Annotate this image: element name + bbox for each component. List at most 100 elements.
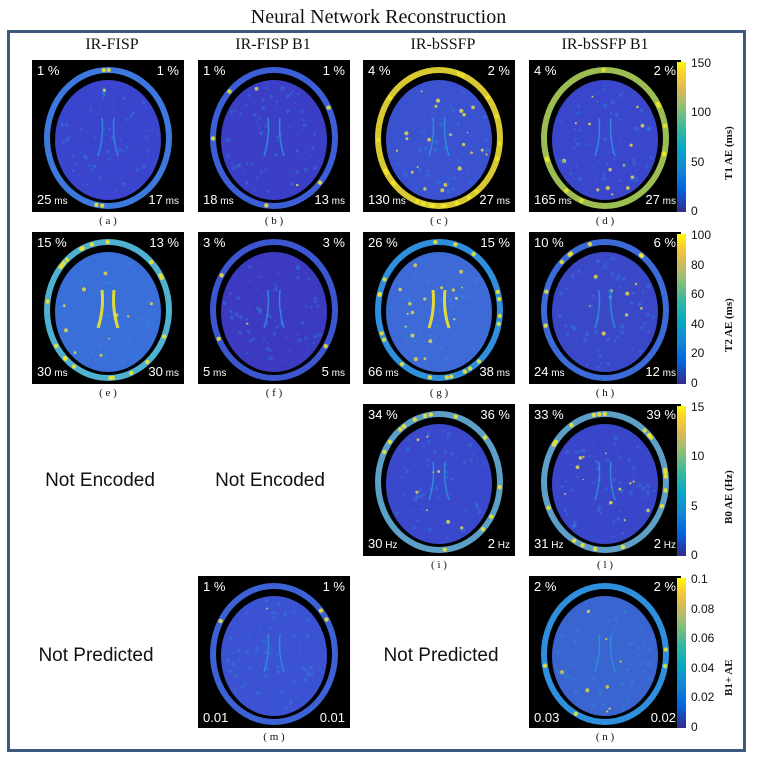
- brain-panel-e: 15 % 13 % 30 ms 30 ms: [32, 232, 184, 384]
- error-percent-left: 1 %: [37, 64, 59, 77]
- error-percent-right-value: 39 %: [646, 407, 676, 422]
- panel-caption-g: ( g ): [429, 387, 449, 399]
- brain-map-image: [541, 583, 669, 725]
- not-predicted-ir-bssfp: Not Predicted: [383, 645, 499, 666]
- error-percent-left: 4 %: [534, 64, 556, 77]
- error-value-left-value: 30: [368, 536, 383, 551]
- error-percent-left: 2 %: [534, 580, 556, 593]
- error-value-left-value: 30: [37, 364, 52, 379]
- brain-panel-h: 10 % 6 % 24 ms 12 ms: [529, 232, 681, 384]
- error-value-left: 5 ms: [203, 365, 226, 380]
- brain-panel-f: 3 % 3 % 5 ms 5 ms: [198, 232, 350, 384]
- error-value-right-unit: ms: [162, 196, 179, 207]
- figure-frame: [7, 30, 746, 752]
- error-percent-right: 1 %: [157, 64, 179, 77]
- error-value-left: 18 ms: [203, 193, 234, 208]
- error-value-left: 0.03: [534, 711, 559, 724]
- error-percent-left: 10 %: [534, 236, 564, 249]
- colorbar-label-t2: T2 AE (ms): [723, 298, 735, 352]
- error-percent-right-value: 6 %: [653, 235, 676, 250]
- panel-caption-m: ( m ): [263, 731, 285, 743]
- error-value-left-value: 66: [368, 364, 383, 379]
- panel-caption-l: ( l ): [597, 559, 613, 571]
- error-value-left: 165 ms: [534, 193, 572, 208]
- colorbar-tick: 0.06: [691, 631, 715, 646]
- error-value-right: 38 ms: [479, 365, 510, 380]
- panel-caption-i: ( i ): [431, 559, 447, 571]
- column-header-ir-bssfp-b1: IR-bSSFP B1: [561, 36, 649, 53]
- error-percent-right-value: 3 %: [322, 235, 345, 250]
- error-value-left-unit: Hz: [382, 540, 398, 551]
- error-value-right: 2 Hz: [654, 537, 676, 552]
- colorbar-label-t1: T1 AE (ms): [723, 126, 735, 180]
- error-value-right-unit: ms: [328, 368, 345, 379]
- panel-caption-e: ( e ): [99, 387, 117, 399]
- colorbar-tick: 0.04: [691, 660, 715, 675]
- error-value-right-unit: Hz: [661, 540, 676, 551]
- colorbar-tick: 100: [691, 105, 712, 120]
- error-percent-left: 34 %: [368, 408, 398, 421]
- brain-panel-l: 33 % 39 % 31 Hz 2 Hz: [529, 404, 681, 556]
- error-percent-right-value: 1 %: [156, 63, 179, 78]
- error-value-left-value: 165: [534, 192, 556, 207]
- error-percent-right-value: 2 %: [487, 63, 510, 78]
- error-value-right-value: 2: [487, 536, 495, 551]
- colorbar-tick: 0.02: [691, 690, 715, 705]
- panel-caption-f: ( f ): [265, 387, 283, 399]
- brain-panel-g: 26 % 15 % 66 ms 38 ms: [363, 232, 515, 384]
- error-value-left-unit: ms: [210, 368, 227, 379]
- error-percent-left-value: 4 %: [368, 63, 391, 78]
- colorbar-tick: 0: [691, 376, 698, 390]
- error-value-left-value: 25: [37, 192, 52, 207]
- error-value-right-unit: Hz: [495, 540, 510, 551]
- colorbar-label-b1: B1+ AE: [723, 659, 735, 696]
- error-percent-left: 33 %: [534, 408, 564, 421]
- error-value-left-unit: ms: [548, 368, 565, 379]
- error-value-left-value: 0.01: [203, 710, 229, 725]
- error-percent-left-value: 26 %: [368, 235, 398, 250]
- error-percent-left-value: 34 %: [368, 407, 398, 422]
- error-percent-left: 1 %: [203, 64, 225, 77]
- error-percent-left-value: 10 %: [534, 235, 564, 250]
- error-percent-right: 2 %: [488, 64, 510, 77]
- error-percent-left-value: 33 %: [534, 407, 564, 422]
- error-percent-left-value: 1 %: [203, 579, 226, 594]
- error-value-right-value: 27: [645, 192, 660, 207]
- not-encoded-ir-fisp-b1: Not Encoded: [215, 470, 325, 491]
- error-percent-right: 1 %: [323, 64, 345, 77]
- error-value-left: 24 ms: [534, 365, 565, 380]
- error-value-left-value: 31: [534, 536, 549, 551]
- colorbar-tick: 40: [691, 316, 705, 331]
- error-value-left-unit: ms: [51, 368, 68, 379]
- error-value-left-value: 5: [203, 364, 211, 379]
- brain-panel-m: 1 % 1 % 0.01 0.01: [198, 576, 350, 728]
- error-percent-right-value: 2 %: [653, 63, 676, 78]
- error-value-right: 13 ms: [314, 193, 345, 208]
- error-value-right: 12 ms: [645, 365, 676, 380]
- error-value-right-value: 12: [645, 364, 660, 379]
- error-value-right: 27 ms: [479, 193, 510, 208]
- panel-caption-d: ( d ): [595, 215, 615, 227]
- brain-map-image: [210, 583, 338, 725]
- brain-map-image: [44, 239, 172, 381]
- colorbar-tick: 0: [691, 548, 698, 562]
- colorbar-tick: 5: [691, 498, 698, 513]
- error-percent-right: 2 %: [654, 580, 676, 593]
- brain-panel-b: 1 % 1 % 18 ms 13 ms: [198, 60, 350, 212]
- error-value-left: 30 ms: [37, 365, 68, 380]
- error-value-left-unit: ms: [382, 368, 399, 379]
- brain-panel-c: 4 % 2 % 130 ms 27 ms: [363, 60, 515, 212]
- brain-map-image: [375, 67, 503, 209]
- colorbar-tick: 0.1: [691, 572, 708, 586]
- colorbar-label-b0: B0 AE (Hz): [723, 470, 735, 524]
- error-value-left-unit: ms: [389, 196, 406, 207]
- colorbar-tick: 60: [691, 287, 705, 302]
- colorbar-tick: 0.08: [691, 601, 715, 616]
- error-percent-left: 4 %: [368, 64, 390, 77]
- error-percent-right-value: 1 %: [322, 579, 345, 594]
- error-value-left: 0.01: [203, 711, 228, 724]
- error-value-right-value: 5: [321, 364, 329, 379]
- error-value-right: 5 ms: [322, 365, 345, 380]
- column-header-ir-fisp-b1: IR-FISP B1: [235, 36, 311, 53]
- brain-map-image: [375, 411, 503, 553]
